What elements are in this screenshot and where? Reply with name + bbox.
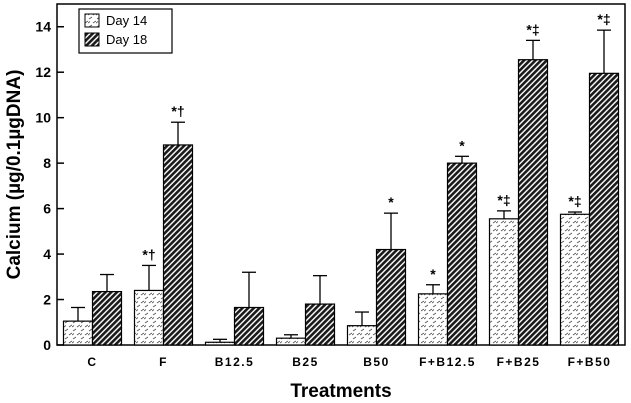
x-tick-label: C [87,355,97,369]
x-tick-label: B12.5 [215,355,255,369]
bar-day14 [204,341,236,346]
bar-day14 [346,325,378,346]
bar-day18 [588,72,620,346]
x-axis-title: Treatments [290,381,391,402]
bars: *† *† * * * *‡ *‡ *‡ *‡ [62,11,620,346]
y-axis-title: Calcium (µg/0.1µgDNA) [4,70,25,280]
legend: Day 14 Day 18 [78,8,173,54]
y-tick-label: 2 [43,292,51,308]
significance-label: *† [171,103,184,119]
x-tick-label: F+B12.5 [419,355,476,369]
y-tick-label: 14 [35,19,51,35]
y-tick-label: 8 [43,155,51,171]
bar-day14 [488,218,520,346]
bar-day14 [133,289,165,346]
bar-day18 [162,144,194,346]
bar-day18 [304,303,336,346]
y-tick-label: 12 [35,64,51,80]
y-tick-label: 6 [43,201,51,217]
x-tick-label: F+B50 [568,355,612,369]
legend-swatch [84,32,100,47]
y-tick-label: 10 [35,110,51,126]
significance-label: *‡ [568,193,581,209]
significance-label: *‡ [497,192,510,208]
y-tick-label: 4 [43,246,51,262]
x-tick-label: B25 [292,355,319,369]
bar-day18 [446,162,478,346]
legend-swatch [84,13,100,28]
significance-label: * [459,137,465,153]
x-tick-label: F [159,355,168,369]
bar-day14 [559,213,591,346]
bar-day14 [62,320,94,346]
significance-label: *‡ [597,11,610,27]
legend-label: Day 14 [106,13,147,28]
significance-label: *† [142,246,155,262]
axes: 0 2 4 6 8 10 12 14 C F B12.5 B25 B50 F+B12.5 F+B25 F+B5… [35,3,626,369]
plot-frame [56,3,626,346]
legend-label: Day 18 [106,32,147,47]
bar-day18 [375,248,407,346]
bar-day18 [233,306,265,346]
x-tick-label: F+B25 [497,355,541,369]
significance-label: * [388,194,394,210]
significance-label: *‡ [526,21,539,37]
bar-day14 [417,293,449,346]
significance-label: * [430,266,436,282]
bar-day14 [275,337,307,346]
x-tick-label: B50 [363,355,390,369]
bar-day18 [517,59,549,346]
y-tick-label: 0 [43,337,51,353]
bar-day18 [91,290,123,346]
